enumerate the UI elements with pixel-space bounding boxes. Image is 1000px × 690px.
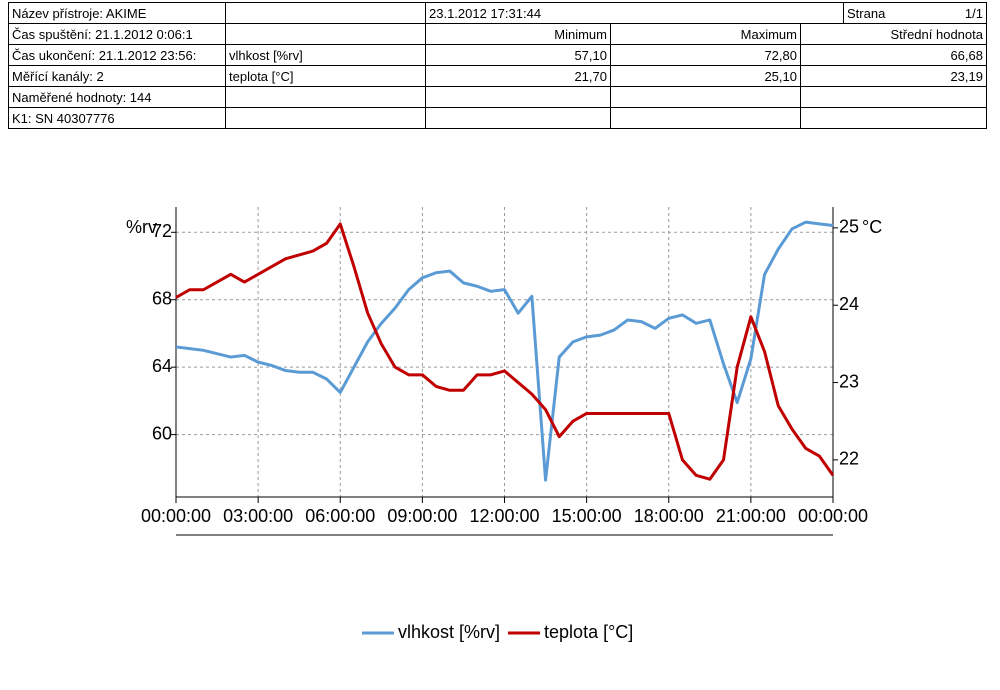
report-header: Název přístroje: AKIME 23.1.2012 17:31:4… bbox=[8, 2, 987, 129]
cell: Čas spuštění: 21.1.2012 0:06:1 bbox=[8, 23, 226, 45]
series-line bbox=[175, 222, 835, 481]
row: Naměřené hodnoty: 144 bbox=[8, 86, 987, 108]
y-tick-label: 68 bbox=[152, 288, 172, 308]
y-tick-label: 60 bbox=[152, 423, 172, 443]
x-tick-label: 15:00:00 bbox=[552, 506, 622, 526]
x-tick-label: 09:00:00 bbox=[387, 506, 457, 526]
cell: 72,80 bbox=[610, 44, 801, 66]
x-tick-label: 00:00:00 bbox=[141, 506, 211, 526]
x-tick-label: 00:00:00 bbox=[798, 506, 868, 526]
row: K1: SN 40307776 bbox=[8, 107, 987, 129]
x-tick-label: 18:00:00 bbox=[634, 506, 704, 526]
legend-label: vlhkost [%rv] bbox=[398, 622, 500, 642]
series-line bbox=[175, 220, 834, 482]
y2-tick-label: 24 bbox=[839, 294, 859, 314]
cell-text: 1/1 bbox=[964, 5, 983, 21]
y2-tick-label: 22 bbox=[839, 449, 859, 469]
x-tick-label: 03:00:00 bbox=[223, 506, 293, 526]
y-tick-label: 72 bbox=[152, 221, 172, 241]
y2-tick-label: 23 bbox=[839, 371, 859, 391]
row: Měřící kanály: 2 teplota [°C] 21,70 25,1… bbox=[8, 65, 987, 87]
y-axis-label: %rv bbox=[126, 217, 157, 237]
x-tick-label: 21:00:00 bbox=[716, 506, 786, 526]
legend-label: teplota [°C] bbox=[544, 622, 633, 642]
y-tick-label: 64 bbox=[152, 356, 172, 376]
cell-text: Strana bbox=[847, 5, 886, 21]
row: Čas spuštění: 21.1.2012 0:06:1 Minimum M… bbox=[8, 23, 987, 45]
cell: Naměřené hodnoty: 144 bbox=[8, 86, 226, 108]
cell bbox=[800, 107, 987, 129]
y2-tick-label: 25 bbox=[839, 217, 859, 237]
x-tick-label: 06:00:00 bbox=[305, 506, 375, 526]
y2-axis-label: °C bbox=[862, 217, 882, 237]
cell: K1: SN 40307776 bbox=[8, 107, 226, 129]
cell: Maximum bbox=[610, 23, 801, 45]
row: Název přístroje: AKIME 23.1.2012 17:31:4… bbox=[8, 2, 987, 24]
x-tick-label: 12:00:00 bbox=[469, 506, 539, 526]
